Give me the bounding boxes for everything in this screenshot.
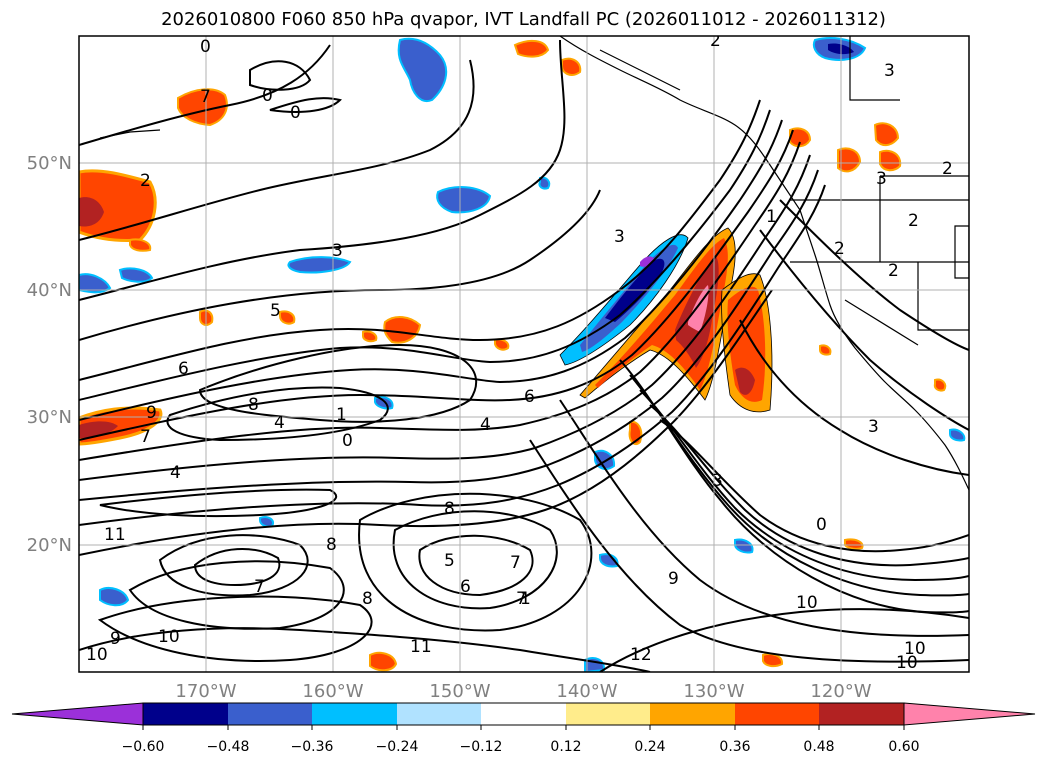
positive-anomaly-west-north-core: [79, 197, 104, 227]
colorbar-tick-label: −0.48: [207, 739, 250, 755]
colorbar-segment: [312, 703, 397, 725]
contour-label: 3: [884, 61, 895, 81]
contour-label: 7: [200, 87, 211, 107]
latitude-labels: 50°N 40°N 30°N 20°N: [27, 153, 72, 556]
lat-label: 50°N: [27, 153, 72, 174]
colorbar-tick-label: −0.12: [460, 739, 503, 755]
contour-label: 6: [524, 387, 535, 407]
colorbar-segment: [481, 703, 566, 725]
positive-anomaly-sub-deep: [735, 367, 755, 395]
contour-label: 8: [444, 499, 455, 519]
colorbar-frame: [142, 702, 905, 726]
contour-label: 12: [630, 645, 652, 665]
contour-label: 6: [460, 577, 471, 597]
lon-label: 130°W: [683, 681, 744, 702]
colorbar-tick-label: 0.60: [888, 739, 919, 755]
contour-label: 9: [110, 629, 121, 649]
contour-label: 2: [140, 171, 151, 191]
colorbar-tick-label: −0.36: [291, 739, 334, 755]
colorbar-segment: [650, 703, 735, 725]
colorbar-segment: [566, 703, 650, 725]
contour-label: 10: [896, 653, 918, 673]
colorbar-tick-label: 0.24: [634, 739, 665, 755]
contour-label: 3: [868, 417, 879, 437]
contour-label: 4: [274, 413, 285, 433]
contour-label: 5: [270, 301, 281, 321]
colorbar-tick-label: 0.36: [719, 739, 750, 755]
contour-label: 0: [262, 86, 273, 106]
contour-label-group: 0 0 0 2 2 3 3 3 3 2 2 1 2 2 3 5 6 8 4 1 …: [86, 31, 953, 673]
lon-label: 120°W: [810, 681, 871, 702]
contour-label: 10: [158, 627, 180, 647]
negative-anomaly-ar-purple: [640, 256, 655, 267]
contour-label: 3: [614, 227, 625, 247]
contour-label: 10: [796, 593, 818, 613]
positive-anomaly-ar-pink: [688, 285, 709, 332]
contour-label: 10: [86, 645, 108, 665]
contour-label: 3: [876, 169, 887, 189]
contour-label: 7: [254, 577, 265, 597]
plot-frame: [78, 35, 970, 673]
colorbar: −0.60 −0.48 −0.36 −0.24 −0.12 0.12 0.24 …: [11, 702, 1036, 755]
contour-label: 2: [888, 261, 899, 281]
contour-label: 1: [766, 207, 777, 227]
contour-label: 0: [200, 37, 211, 57]
contour-label: 3: [332, 241, 343, 261]
colorbar-segment: [819, 703, 904, 725]
lat-label: 20°N: [27, 535, 72, 556]
contour-label: 6: [178, 359, 189, 379]
contour-label: 7: [510, 553, 521, 573]
colorbar-extend-right: [903, 702, 1036, 726]
contour-label: 4: [170, 463, 181, 483]
contour-label: 8: [248, 395, 259, 415]
positive-anomaly-west-mid-core: [79, 421, 118, 438]
lon-label: 160°W: [302, 681, 363, 702]
contour-label: 11: [410, 637, 432, 657]
colorbar-segment: [735, 703, 819, 725]
lat-label: 40°N: [27, 280, 72, 301]
contour-label: 11: [104, 525, 126, 545]
positive-anomaly-west-north: [79, 169, 157, 242]
colorbar-tick-label: −0.60: [122, 739, 165, 755]
contour-label: 1: [336, 405, 347, 425]
contour-label: 8: [362, 589, 373, 609]
gridlines: [79, 36, 969, 672]
colorbar-tick-label: 0.48: [803, 739, 834, 755]
contour-label: 1: [520, 589, 531, 609]
contour-label: 2: [908, 211, 919, 231]
lon-label: 140°W: [556, 681, 617, 702]
colorbar-segment: [397, 703, 481, 725]
colorbar-tick-label: −0.24: [376, 739, 419, 755]
contour-lines: [79, 39, 969, 672]
lat-label: 30°N: [27, 407, 72, 428]
colorbar-tick-label: 0.12: [550, 739, 581, 755]
lon-label: 170°W: [175, 681, 236, 702]
shaded-anomalies: [79, 37, 966, 672]
contour-label: 7: [516, 589, 527, 609]
plot-area: [79, 36, 969, 672]
colorbar-segment: [143, 703, 228, 725]
contour-label: 4: [480, 415, 491, 435]
contour-label: 7: [140, 427, 151, 447]
contour-label: 2: [834, 239, 845, 259]
lon-label: 150°W: [429, 681, 490, 702]
contour-label: 10: [904, 639, 926, 659]
colorbar-segment: [228, 703, 312, 725]
contour-label: 0: [290, 103, 301, 123]
contour-label: 9: [668, 569, 679, 589]
contour-label: 3: [712, 471, 723, 491]
contour-label: 2: [942, 159, 953, 179]
contour-label: 0: [816, 515, 827, 535]
contour-label: 8: [326, 535, 337, 555]
contour-label: 0: [342, 431, 353, 451]
colorbar-extend-left: [11, 702, 144, 726]
contour-label: 2: [710, 31, 721, 51]
contour-label: 5: [444, 551, 455, 571]
longitude-labels: 170°W 160°W 150°W 140°W 130°W 120°W: [175, 681, 871, 702]
contour-label: 9: [146, 403, 157, 423]
map-title: 2026010800 F060 850 hPa qvapor, IVT Land…: [161, 9, 886, 30]
coastlines: [99, 36, 969, 491]
